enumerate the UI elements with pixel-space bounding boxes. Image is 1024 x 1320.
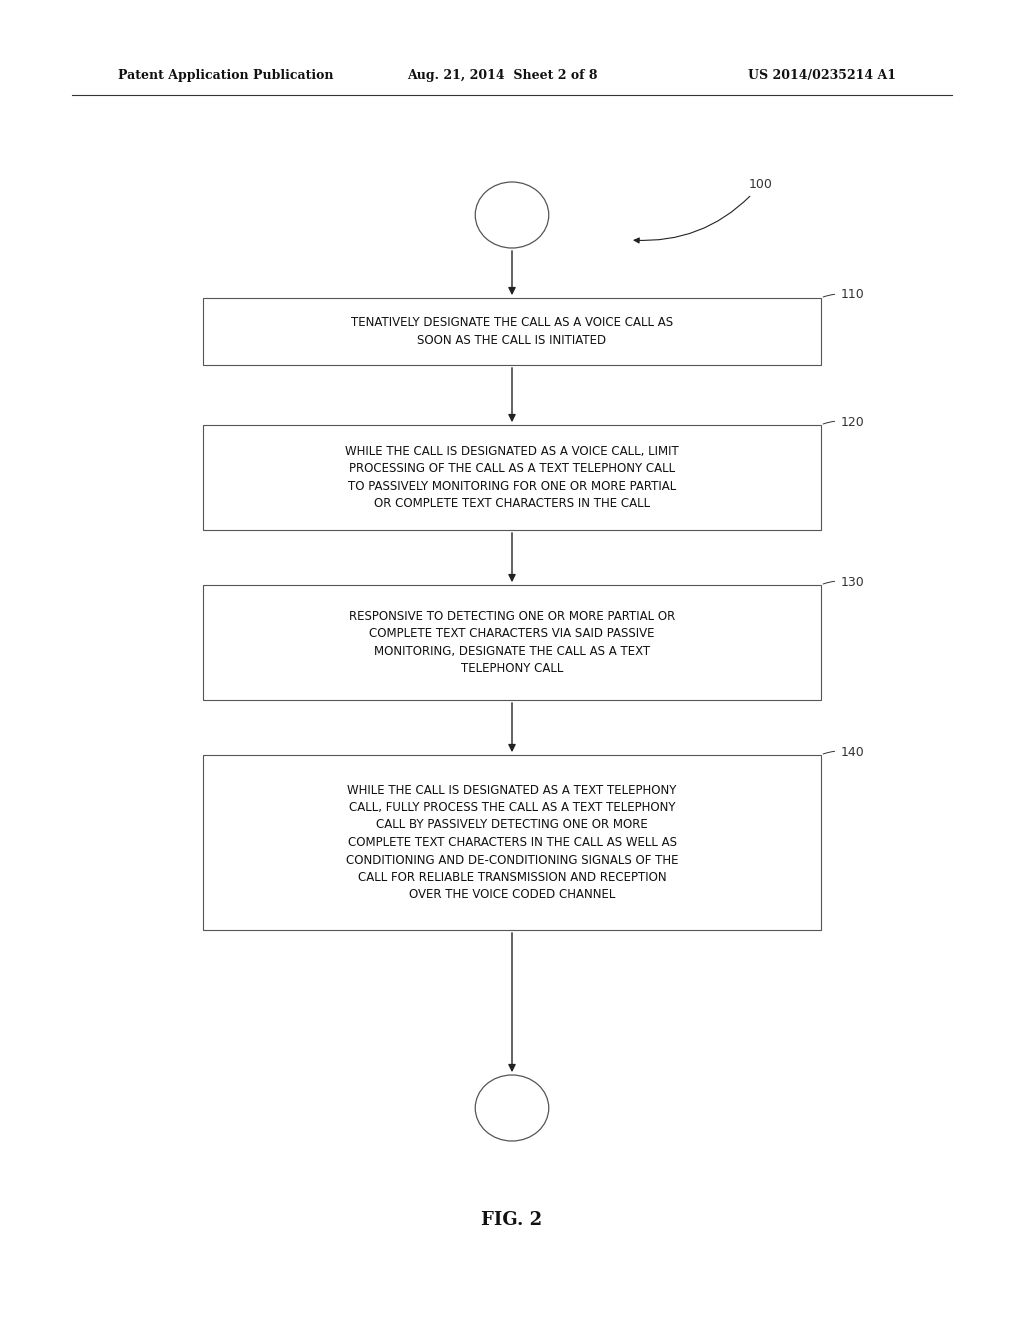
Text: US 2014/0235214 A1: US 2014/0235214 A1 bbox=[749, 69, 896, 82]
Text: 120: 120 bbox=[823, 416, 864, 429]
FancyBboxPatch shape bbox=[204, 298, 820, 366]
Text: WHILE THE CALL IS DESIGNATED AS A TEXT TELEPHONY
CALL, FULLY PROCESS THE CALL AS: WHILE THE CALL IS DESIGNATED AS A TEXT T… bbox=[346, 784, 678, 902]
Text: 130: 130 bbox=[823, 576, 864, 589]
Text: TENATIVELY DESIGNATE THE CALL AS A VOICE CALL AS
SOON AS THE CALL IS INITIATED: TENATIVELY DESIGNATE THE CALL AS A VOICE… bbox=[351, 317, 673, 347]
Text: 100: 100 bbox=[634, 178, 772, 243]
FancyBboxPatch shape bbox=[204, 755, 820, 931]
FancyBboxPatch shape bbox=[204, 425, 820, 531]
Text: 110: 110 bbox=[823, 289, 864, 301]
Text: WHILE THE CALL IS DESIGNATED AS A VOICE CALL, LIMIT
PROCESSING OF THE CALL AS A : WHILE THE CALL IS DESIGNATED AS A VOICE … bbox=[345, 445, 679, 511]
Ellipse shape bbox=[475, 182, 549, 248]
Ellipse shape bbox=[475, 1074, 549, 1140]
Text: RESPONSIVE TO DETECTING ONE OR MORE PARTIAL OR
COMPLETE TEXT CHARACTERS VIA SAID: RESPONSIVE TO DETECTING ONE OR MORE PART… bbox=[349, 610, 675, 676]
Text: FIG. 2: FIG. 2 bbox=[481, 1210, 543, 1229]
Text: Aug. 21, 2014  Sheet 2 of 8: Aug. 21, 2014 Sheet 2 of 8 bbox=[407, 69, 597, 82]
Text: 140: 140 bbox=[823, 746, 864, 759]
Text: Patent Application Publication: Patent Application Publication bbox=[118, 69, 334, 82]
FancyBboxPatch shape bbox=[204, 585, 820, 700]
